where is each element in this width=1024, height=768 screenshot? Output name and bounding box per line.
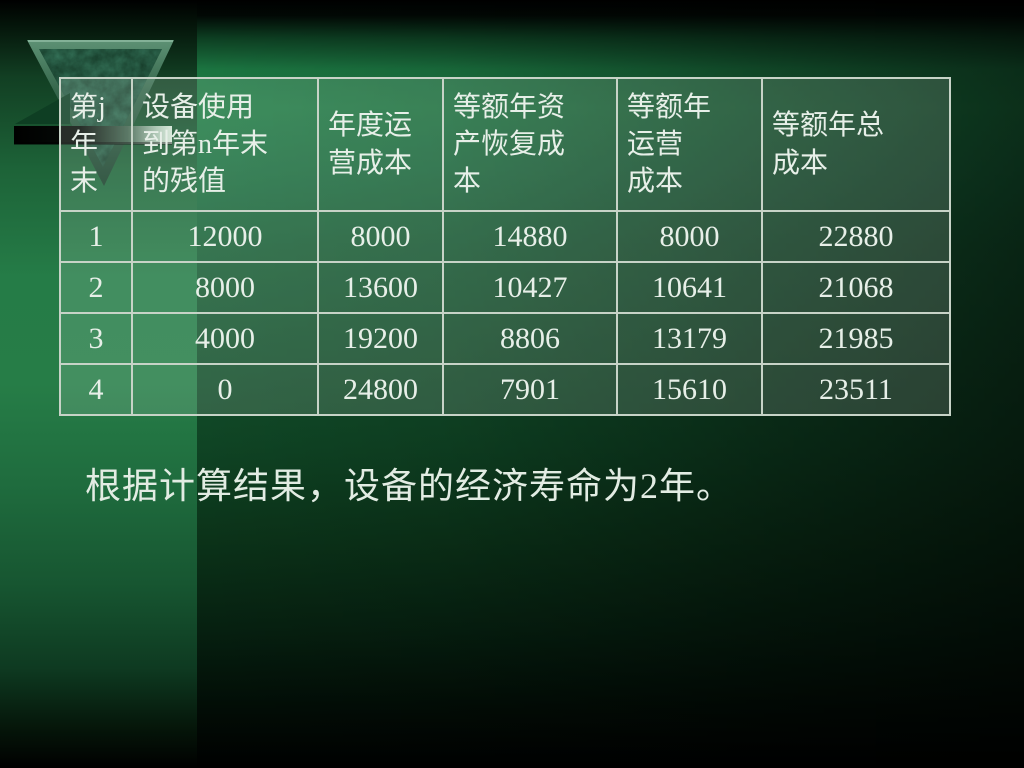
table-cell: 3 xyxy=(59,312,133,365)
table-cell: 21985 xyxy=(761,312,951,365)
table-cell: 0 xyxy=(131,363,319,416)
table-row: 2 8000 13600 10427 10641 21068 xyxy=(59,261,951,314)
header-cell-capital-recovery-cost: 等额年资 产恢复成 本 xyxy=(442,77,618,212)
table-cell: 12000 xyxy=(131,210,319,263)
table-cell: 19200 xyxy=(317,312,444,365)
table-cell: 13600 xyxy=(317,261,444,314)
table-cell: 24800 xyxy=(317,363,444,416)
table-cell: 1 xyxy=(59,210,133,263)
table-cell: 8000 xyxy=(616,210,763,263)
table-cell: 13179 xyxy=(616,312,763,365)
conclusion-text: 根据计算结果，设备的经济寿命为2年。 xyxy=(85,466,734,506)
table-cell: 2 xyxy=(59,261,133,314)
table-cell: 8000 xyxy=(317,210,444,263)
table-cell: 21068 xyxy=(761,261,951,314)
header-cell-equivalent-total-cost: 等额年总 成本 xyxy=(761,77,951,212)
header-cell-year-end: 第j 年 末 xyxy=(59,77,133,212)
table-cell: 15610 xyxy=(616,363,763,416)
table-cell: 8806 xyxy=(442,312,618,365)
fold-triangle xyxy=(15,93,70,124)
header-cell-equivalent-operating-cost: 等额年 运营 成本 xyxy=(616,77,763,212)
table-header-row: 第j 年 末 设备使用 到第n年末 的残值 年度运 营成本 等额年资 产恢复成 … xyxy=(59,77,951,212)
header-cell-annual-operating-cost: 年度运 营成本 xyxy=(317,77,444,212)
header-cell-salvage-value: 设备使用 到第n年末 的残值 xyxy=(131,77,319,212)
table-cell: 23511 xyxy=(761,363,951,416)
table-cell: 14880 xyxy=(442,210,618,263)
table-cell: 4000 xyxy=(131,312,319,365)
table-row: 1 12000 8000 14880 8000 22880 xyxy=(59,210,951,263)
table-cell: 4 xyxy=(59,363,133,416)
table-cell: 10641 xyxy=(616,261,763,314)
cost-table: 第j 年 末 设备使用 到第n年末 的残值 年度运 营成本 等额年资 产恢复成 … xyxy=(59,77,951,416)
table-cell: 22880 xyxy=(761,210,951,263)
table-row: 3 4000 19200 8806 13179 21985 xyxy=(59,312,951,365)
table-cell: 10427 xyxy=(442,261,618,314)
table-row: 4 0 24800 7901 15610 23511 xyxy=(59,363,951,416)
table-cell: 8000 xyxy=(131,261,319,314)
table-cell: 7901 xyxy=(442,363,618,416)
